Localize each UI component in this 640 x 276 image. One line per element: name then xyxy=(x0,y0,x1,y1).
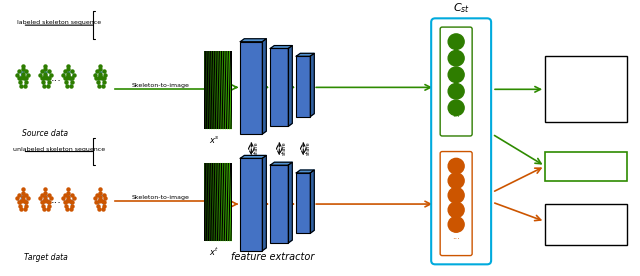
Polygon shape xyxy=(288,162,292,243)
FancyBboxPatch shape xyxy=(241,42,262,134)
FancyBboxPatch shape xyxy=(241,158,262,251)
Text: $C_s$: $C_s$ xyxy=(474,81,485,94)
FancyBboxPatch shape xyxy=(545,56,627,122)
Text: Skeleton-to-image: Skeleton-to-image xyxy=(131,83,189,88)
Circle shape xyxy=(448,173,464,189)
Circle shape xyxy=(448,83,464,99)
Text: ...: ... xyxy=(452,110,460,119)
Text: labeled skeleton sequence: labeled skeleton sequence xyxy=(17,20,101,25)
Text: $C_{st}$: $C_{st}$ xyxy=(452,2,470,15)
FancyBboxPatch shape xyxy=(440,27,472,136)
Text: $L_{F_C}$: $L_{F_C}$ xyxy=(579,101,593,116)
Text: $L_{C_s}$: $L_{C_s}$ xyxy=(579,68,593,83)
Polygon shape xyxy=(288,46,292,126)
Circle shape xyxy=(448,217,464,232)
FancyBboxPatch shape xyxy=(440,152,472,256)
Text: unlabeled skeleton sequence: unlabeled skeleton sequence xyxy=(13,147,106,152)
Polygon shape xyxy=(262,155,266,251)
Circle shape xyxy=(448,51,464,66)
Circle shape xyxy=(448,158,464,174)
Text: $C_t$: $C_t$ xyxy=(474,198,484,210)
Text: Source data: Source data xyxy=(22,129,68,138)
Text: ...: ... xyxy=(51,195,62,205)
Text: ...: ... xyxy=(452,232,460,241)
Text: Skeleton-to-image: Skeleton-to-image xyxy=(131,195,189,200)
Polygon shape xyxy=(262,39,266,134)
Text: $L_{F_D}$: $L_{F_D}$ xyxy=(579,212,593,227)
FancyBboxPatch shape xyxy=(545,152,627,181)
Text: Target data: Target data xyxy=(24,253,67,262)
Text: share: share xyxy=(305,142,310,155)
Polygon shape xyxy=(241,155,266,158)
FancyBboxPatch shape xyxy=(296,56,310,116)
Text: $L_{C_{st}}$: $L_{C_{st}}$ xyxy=(578,161,595,176)
FancyBboxPatch shape xyxy=(545,204,627,245)
Circle shape xyxy=(448,187,464,203)
FancyBboxPatch shape xyxy=(431,18,491,264)
Polygon shape xyxy=(270,162,292,165)
Text: $x^t$: $x^t$ xyxy=(209,246,220,258)
Text: $x^s$: $x^s$ xyxy=(209,134,220,145)
FancyBboxPatch shape xyxy=(296,173,310,233)
Text: share: share xyxy=(253,142,259,155)
FancyBboxPatch shape xyxy=(204,51,232,129)
Text: ...: ... xyxy=(51,73,62,83)
Circle shape xyxy=(448,34,464,49)
Text: share: share xyxy=(282,142,286,155)
Circle shape xyxy=(448,202,464,218)
Text: $L_{C_t}$: $L_{C_t}$ xyxy=(579,85,593,100)
Polygon shape xyxy=(310,170,314,233)
Polygon shape xyxy=(241,39,266,42)
Polygon shape xyxy=(270,46,292,49)
Text: $L_E$: $L_E$ xyxy=(580,228,592,242)
Text: feature extractor: feature extractor xyxy=(230,252,314,262)
Polygon shape xyxy=(296,170,314,173)
FancyBboxPatch shape xyxy=(270,165,288,243)
Polygon shape xyxy=(310,53,314,116)
FancyBboxPatch shape xyxy=(270,49,288,126)
Circle shape xyxy=(448,100,464,116)
FancyBboxPatch shape xyxy=(204,163,232,241)
Polygon shape xyxy=(296,53,314,56)
Circle shape xyxy=(448,67,464,83)
